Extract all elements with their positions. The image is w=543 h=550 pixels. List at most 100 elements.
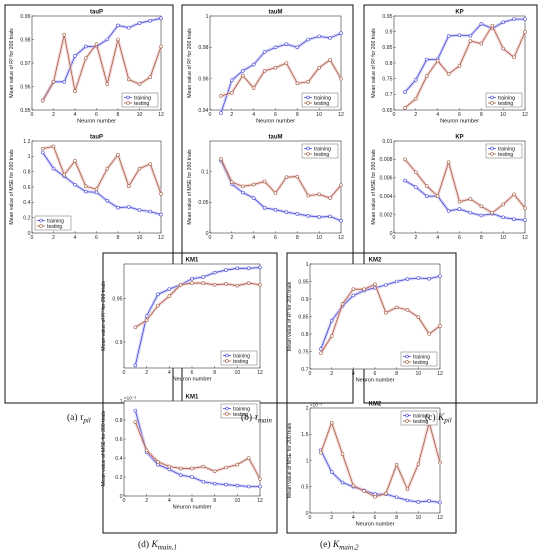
data-point — [51, 80, 56, 84]
data-point — [339, 183, 343, 187]
legend-box — [301, 92, 339, 108]
y-tick-label: 0.002 — [380, 212, 393, 218]
legend-label: training — [314, 146, 331, 152]
data-point — [414, 185, 418, 189]
data-point — [306, 37, 311, 42]
x-tick-label: 12 — [338, 235, 344, 241]
legend-box — [220, 403, 258, 419]
data-point — [262, 206, 267, 210]
data-point — [262, 50, 267, 54]
y-tick-label: 0.004 — [380, 194, 393, 200]
data-point — [340, 452, 345, 457]
data-point — [339, 218, 343, 223]
series-training — [219, 31, 343, 115]
y-axis-label: Mean value of R² for 200 trials — [101, 281, 107, 351]
data-point — [159, 212, 163, 217]
data-point — [424, 184, 429, 188]
y-axis-label: Mean value of R² for 200 trials — [187, 28, 193, 98]
data-point — [446, 72, 451, 76]
legend-marker — [39, 224, 43, 228]
data-point — [190, 466, 194, 471]
caption-symbol: K — [437, 413, 445, 423]
data-point — [126, 25, 131, 30]
panel-frames — [4, 4, 538, 534]
x-tick-label: 6 — [191, 498, 194, 504]
series-line — [134, 421, 261, 480]
data-point — [137, 166, 142, 171]
series-line — [134, 410, 260, 487]
data-point — [501, 215, 505, 220]
data-point — [212, 469, 217, 474]
chart-title: KP — [455, 135, 463, 141]
data-point — [235, 483, 240, 488]
series-testing — [40, 144, 163, 196]
y-exponent: ×10⁻³ — [124, 396, 136, 401]
data-point — [94, 187, 99, 192]
data-point — [373, 494, 377, 499]
chart-5: KP 0 2 4 6 8 10 12 0 0.002 0.004 0.006 0.008 0.01 Mean… — [371, 135, 528, 242]
legend-marker — [306, 146, 310, 151]
x-tick-label: 8 — [117, 112, 120, 118]
data-point — [295, 81, 300, 86]
data-point — [51, 166, 56, 171]
data-point — [284, 210, 289, 214]
y-tick-label: 0.8 — [23, 169, 30, 175]
data-point — [240, 190, 245, 195]
chart-title: KP — [455, 10, 463, 16]
data-point — [468, 39, 473, 43]
y-tick-label: 0.4 — [115, 456, 122, 462]
data-point — [403, 90, 407, 94]
data-point — [405, 308, 410, 312]
x-tick-label: 4 — [168, 498, 171, 504]
data-point — [340, 302, 345, 306]
data-point — [201, 464, 206, 469]
series-testing — [403, 23, 527, 110]
x-tick-label: 8 — [296, 112, 299, 118]
data-point — [405, 277, 410, 281]
data-point — [295, 45, 300, 50]
data-point — [148, 75, 153, 79]
data-point — [490, 23, 495, 28]
x-tick-label: 12 — [257, 370, 263, 376]
y-tick-label: 0.9 — [301, 297, 308, 303]
series-line — [42, 34, 162, 101]
data-point — [40, 146, 45, 151]
x-tick-label: 8 — [213, 498, 216, 504]
data-point — [414, 78, 418, 82]
y-tick-label: 0.65 — [382, 108, 392, 114]
data-point — [328, 214, 332, 219]
caption-label: (a) — [67, 412, 80, 423]
x-tick-label: 4 — [352, 371, 355, 377]
y-axis-label: Mean value of MSE for 200 trials — [371, 149, 377, 225]
data-point — [240, 73, 245, 78]
y-tick-label: 0 — [206, 231, 209, 237]
legend-box — [34, 215, 72, 231]
data-point — [424, 74, 429, 78]
data-point — [224, 268, 228, 272]
data-point — [284, 42, 289, 47]
legend-marker — [225, 353, 229, 358]
x-tick-label: 10 — [316, 235, 322, 241]
legend-label: testing — [134, 101, 149, 107]
data-point — [137, 21, 142, 25]
data-point — [230, 180, 234, 184]
series-testing — [133, 281, 262, 330]
data-point — [178, 473, 183, 477]
data-point — [329, 470, 334, 474]
x-tick-label: 12 — [338, 112, 344, 118]
data-point — [212, 270, 217, 275]
data-point — [403, 106, 407, 110]
legend-label: testing — [498, 152, 513, 158]
x-tick-label: 12 — [437, 371, 443, 377]
x-tick-label: 2 — [230, 112, 233, 118]
chart-title: KM1 — [186, 395, 199, 401]
y-tick-label: 0.99 — [20, 14, 30, 20]
y-axis-label: Mean value of R² for 200 trials — [9, 28, 15, 98]
data-point — [246, 484, 251, 489]
y-tick-label: 0.95 — [112, 296, 122, 302]
data-point — [73, 182, 77, 187]
